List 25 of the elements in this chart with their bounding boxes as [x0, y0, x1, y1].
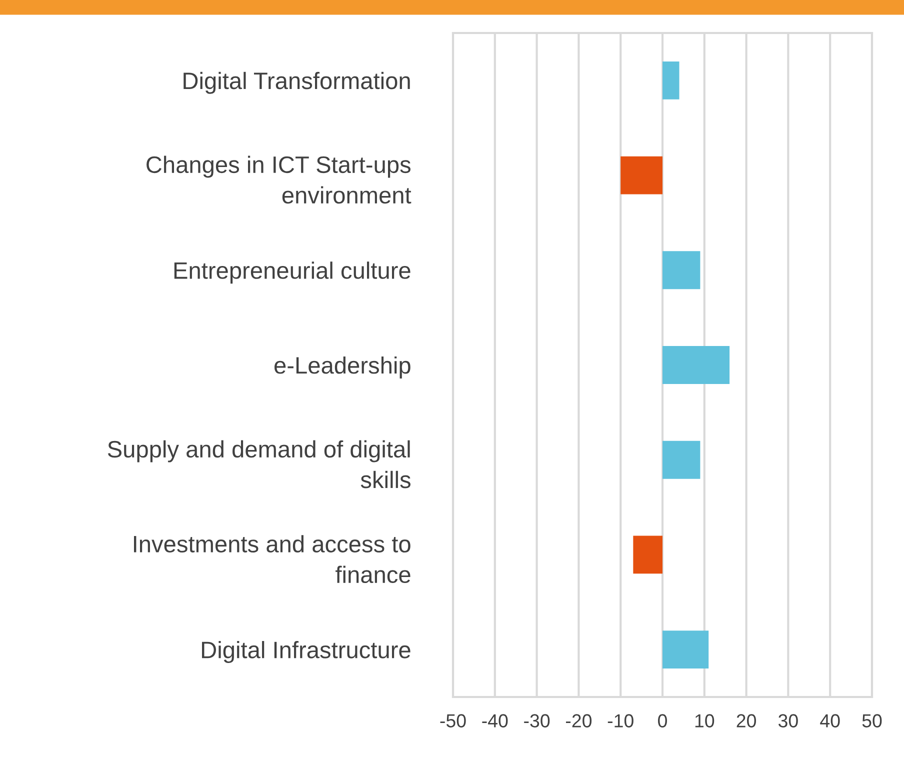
x-tick-label: -30 — [524, 714, 550, 728]
y-tick-label: Changes in ICT Start-ups environment — [146, 156, 412, 204]
x-tick-label: -10 — [608, 714, 634, 728]
x-tick-label: 0 — [658, 714, 667, 728]
y-tick-label: Supply and demand of digital skills — [108, 440, 410, 488]
y-tick-label: Digital Infrastructure — [202, 641, 410, 664]
x-tick-label: -40 — [482, 714, 508, 728]
x-tick-label: -20 — [566, 714, 592, 728]
y-tick-label: Investments and access to finance — [134, 535, 410, 584]
bar — [662, 440, 700, 479]
bar — [620, 156, 662, 194]
bar — [662, 630, 709, 669]
y-tick-label: e-Leadership — [274, 356, 410, 378]
bar — [662, 61, 680, 100]
x-tick-label: 40 — [820, 714, 840, 728]
bar — [633, 536, 662, 574]
x-tick-label: 30 — [778, 714, 798, 728]
y-tick-label: Entrepreneurial culture — [174, 262, 410, 284]
y-tick-label: Digital Transformation — [184, 72, 410, 94]
x-tick-label: 10 — [695, 714, 714, 728]
bar — [662, 346, 730, 384]
x-tick-label: 20 — [736, 714, 756, 728]
x-tick-label: -50 — [440, 714, 466, 728]
bar — [662, 251, 700, 290]
x-tick-label: 50 — [862, 714, 882, 728]
